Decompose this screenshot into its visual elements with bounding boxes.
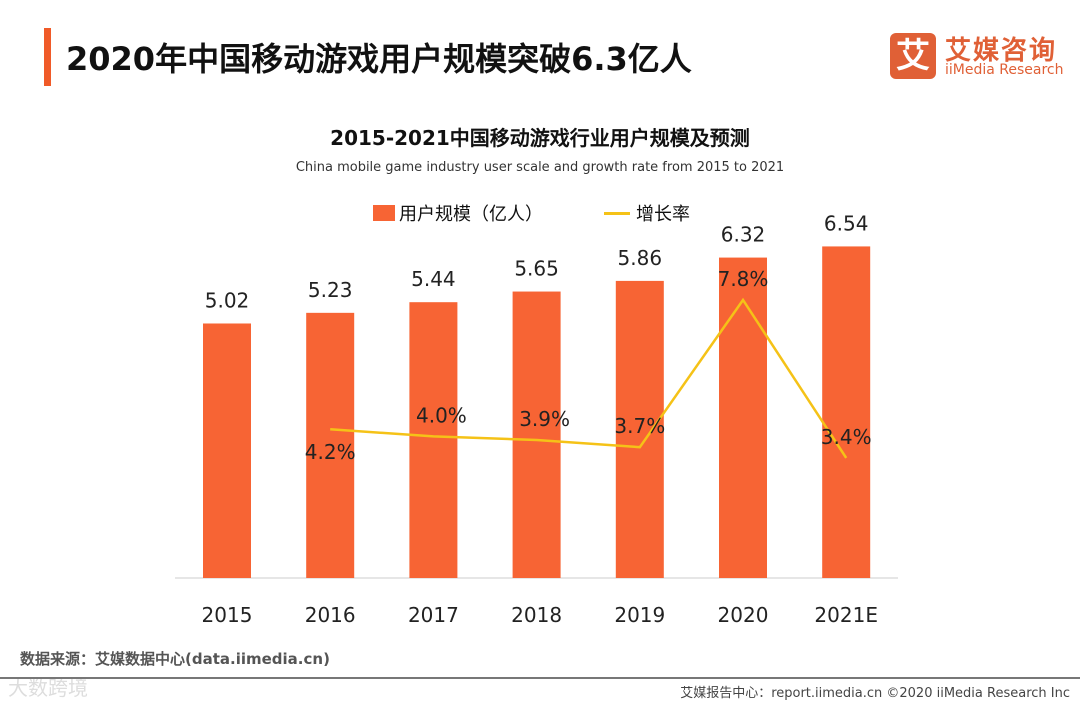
footer-divider	[0, 677, 1080, 679]
line-label-2020: 7.8%	[718, 267, 769, 291]
bar-label-2019: 5.86	[618, 246, 663, 270]
legend-line-swatch	[604, 212, 630, 215]
tick-label-2021E: 2021E	[814, 603, 878, 627]
bar-label-2017: 5.44	[411, 267, 456, 291]
tick-label-2018: 2018	[511, 603, 562, 627]
bar-2015	[203, 323, 251, 578]
line-label-2021E: 3.4%	[821, 425, 872, 449]
title-accent-bar	[44, 28, 51, 86]
bar-2017	[409, 302, 458, 578]
line-label-2017: 4.0%	[416, 403, 467, 427]
bar-label-2015: 5.02	[205, 288, 250, 312]
logo-cn: 艾媒咨询	[945, 36, 1058, 66]
growth-line	[330, 297, 848, 459]
footer-copyright: 艾媒报告中心：report.iimedia.cn ©2020 iiMedia R…	[680, 686, 1070, 701]
bar-label-2021E: 6.54	[824, 211, 869, 235]
legend-line-label: 增长率	[636, 204, 690, 225]
line-label-2016: 4.2%	[305, 440, 356, 464]
tick-label-2015: 2015	[202, 603, 253, 627]
logo-en: iiMedia Research	[945, 62, 1064, 78]
legend-bar-swatch	[373, 205, 395, 221]
logo-mark: 艾	[890, 33, 936, 79]
bar-label-2020: 6.32	[721, 223, 766, 247]
bar-2019	[615, 280, 664, 578]
bar-2020	[719, 257, 767, 578]
bar-2016	[306, 312, 355, 578]
tick-label-2017: 2017	[408, 603, 459, 627]
bar-2021E	[822, 246, 871, 578]
chart-title: 2015-2021中国移动游戏行业用户规模及预测	[330, 126, 750, 150]
bar-label-2016: 5.23	[308, 278, 353, 302]
chart-subtitle: China mobile game industry user scale an…	[295, 160, 785, 175]
line-label-2019: 3.7%	[614, 414, 665, 438]
tick-label-2016: 2016	[305, 603, 356, 627]
bar-2018	[512, 291, 561, 578]
tick-label-2019: 2019	[614, 603, 665, 627]
page-title: 2020年中国移动游戏用户规模突破6.3亿人	[66, 40, 692, 78]
source-note: 数据来源：艾媒数据中心(data.iimedia.cn)	[20, 650, 330, 668]
legend-bar-label: 用户规模（亿人）	[399, 204, 543, 225]
tick-label-2020: 2020	[718, 603, 769, 627]
line-label-2018: 3.9%	[519, 407, 570, 431]
watermark: 大数跨境	[8, 676, 88, 700]
bar-label-2018: 5.65	[514, 257, 559, 281]
